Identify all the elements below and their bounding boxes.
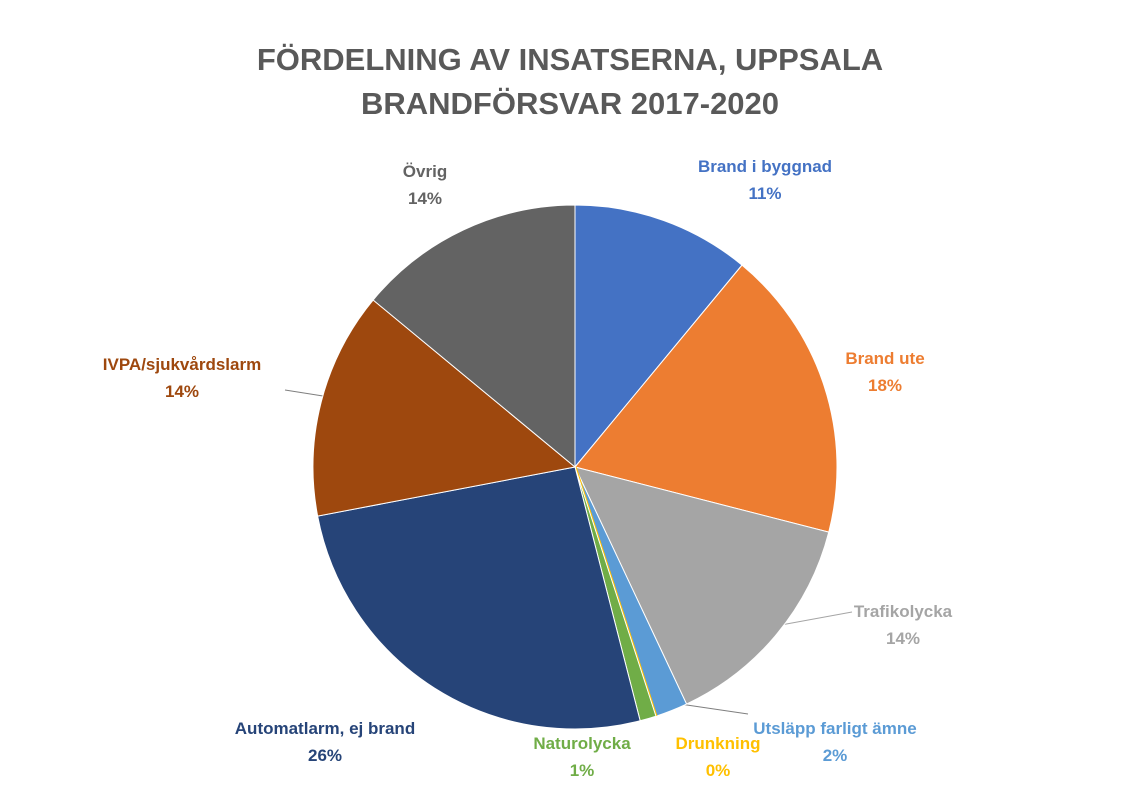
slice-label: Automatlarm, ej brand 26% bbox=[230, 715, 420, 769]
category-label: Drunkning bbox=[675, 734, 761, 753]
slice-label: Brand i byggnad 11% bbox=[665, 153, 865, 207]
pie-slice bbox=[312, 299, 577, 517]
value-label: 26% bbox=[307, 746, 343, 765]
pie-slice bbox=[317, 466, 641, 730]
slice-label: Utsläpp farligt ämne 2% bbox=[745, 715, 925, 769]
value-label: 18% bbox=[867, 376, 903, 395]
value-label: 2% bbox=[822, 746, 848, 765]
pie-slice bbox=[372, 204, 576, 469]
slice-label: Drunkning 0% bbox=[658, 730, 778, 784]
slice-label: Övrig 14% bbox=[365, 158, 485, 212]
category-label: Automatlarm, ej brand bbox=[234, 719, 416, 738]
value-label: 1% bbox=[569, 761, 595, 780]
category-label: Brand ute bbox=[845, 349, 925, 368]
pie-slice bbox=[574, 264, 838, 533]
value-label: 14% bbox=[885, 629, 921, 648]
slice-label: IVPA/sjukvårdslarm 14% bbox=[72, 351, 292, 405]
slice-label: Naturolycka 1% bbox=[512, 730, 652, 784]
slice-label: Trafikolycka 14% bbox=[823, 598, 983, 652]
category-label: Brand i byggnad bbox=[697, 157, 833, 176]
value-label: 0% bbox=[705, 761, 731, 780]
chart-title: FÖRDELNING AV INSATSERNA, UPPSALA BRANDF… bbox=[256, 42, 884, 121]
category-label: Övrig bbox=[402, 162, 448, 181]
category-label: Trafikolycka bbox=[853, 602, 953, 621]
pie-slice bbox=[574, 466, 830, 705]
leader-line bbox=[679, 703, 749, 715]
leader-line bbox=[284, 389, 324, 397]
slice-label: Brand ute 18% bbox=[805, 345, 965, 399]
category-label: Utsläpp farligt ämne bbox=[753, 719, 917, 738]
category-label: Naturolycka bbox=[533, 734, 631, 753]
value-label: 11% bbox=[748, 184, 782, 203]
pie-slice bbox=[574, 204, 743, 469]
value-label: 14% bbox=[164, 382, 200, 401]
value-label: 14% bbox=[407, 189, 443, 208]
category-label: IVPA/sjukvårdslarm bbox=[102, 355, 262, 374]
